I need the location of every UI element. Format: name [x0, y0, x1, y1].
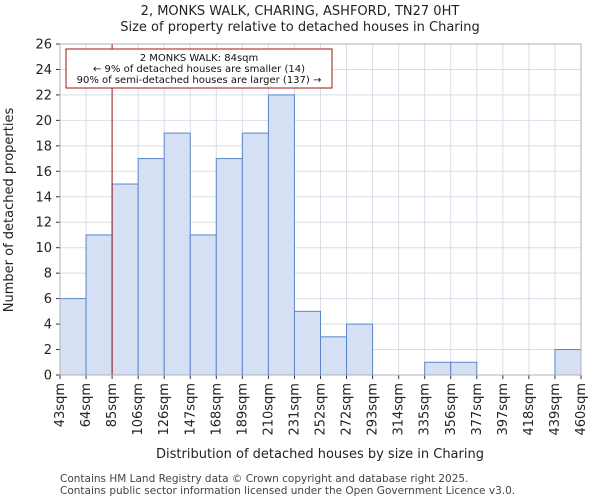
x-tick-label: 231sqm [287, 383, 302, 436]
bar [320, 336, 348, 376]
y-tick-label: 8 [44, 267, 52, 282]
y-tick-label: 12 [35, 216, 52, 231]
x-tick-label: 293sqm [366, 383, 381, 436]
bar [450, 361, 478, 376]
x-tick-label: 397sqm [496, 383, 511, 436]
x-tick-label: 460sqm [574, 383, 589, 436]
y-tick-label: 6 [44, 292, 52, 307]
bars [59, 94, 582, 376]
y-tick-label: 18 [35, 139, 52, 154]
x-tick-label: 64sqm [79, 383, 94, 427]
y-tick-label: 0 [44, 369, 52, 384]
x-tick-label: 43sqm [53, 383, 68, 427]
x-tick-label: 189sqm [235, 383, 250, 436]
y-tick-label: 24 [35, 63, 52, 78]
x-tick-label: 168sqm [209, 383, 224, 436]
bar [346, 323, 374, 376]
y-tick-label: 16 [35, 165, 52, 180]
annotation-line-2: ← 9% of detached houses are smaller (14) [93, 64, 305, 75]
x-tick-label: 147sqm [183, 383, 198, 436]
x-tick-label: 106sqm [131, 383, 146, 436]
bar [163, 132, 191, 376]
x-tick-label: 356sqm [444, 383, 459, 436]
y-tick-label: 4 [44, 318, 52, 333]
bar [424, 361, 452, 376]
bar [137, 158, 165, 376]
x-tick-label: 439sqm [548, 383, 563, 436]
bar [293, 310, 322, 376]
bar [267, 94, 295, 376]
bar [554, 349, 582, 376]
x-tick-label: 418sqm [522, 383, 537, 436]
annotation-line-3: 90% of semi-detached houses are larger (… [77, 75, 322, 86]
x-tick-label: 85sqm [105, 383, 120, 427]
x-tick-label: 335sqm [418, 383, 433, 436]
y-tick-label: 22 [35, 88, 52, 103]
bar [215, 158, 243, 376]
annotation-box: 2 MONKS WALK: 84sqm ← 9% of detached hou… [65, 48, 333, 89]
annotation-line-1: 2 MONKS WALK: 84sqm [140, 53, 259, 64]
x-tick-label: 252sqm [314, 383, 329, 436]
x-axis-ticks: 43sqm 64sqm 85sqm 106sqm 126sqm 147sqm 168sqm 1… [53, 375, 589, 436]
y-tick-label: 26 [35, 38, 52, 53]
y-tick-label: 14 [35, 190, 52, 205]
y-tick-label: 20 [35, 114, 52, 129]
y-axis-label: Number of detached properties [2, 108, 17, 313]
x-axis-label: Distribution of detached houses by size … [156, 447, 484, 462]
bar [85, 234, 113, 376]
y-tick-label: 2 [44, 343, 52, 358]
bar [59, 298, 87, 376]
bar [111, 183, 139, 376]
bar [189, 234, 217, 376]
x-tick-label: 314sqm [392, 383, 407, 436]
footer-line-1: Contains HM Land Registry data © Crown c… [60, 473, 469, 485]
x-tick-label: 210sqm [261, 383, 276, 436]
x-tick-label: 126sqm [157, 383, 172, 436]
bar [241, 132, 269, 376]
plot-frame [59, 43, 582, 376]
chart-title: 2, MONKS WALK, CHARING, ASHFORD, TN27 0H… [141, 4, 460, 19]
footer-line-2: Contains public sector information licen… [60, 485, 516, 497]
x-tick-label: 377sqm [470, 383, 485, 436]
x-tick-label: 272sqm [340, 383, 355, 436]
y-tick-label: 10 [35, 241, 52, 256]
chart-subtitle: Size of property relative to detached ho… [120, 20, 480, 35]
